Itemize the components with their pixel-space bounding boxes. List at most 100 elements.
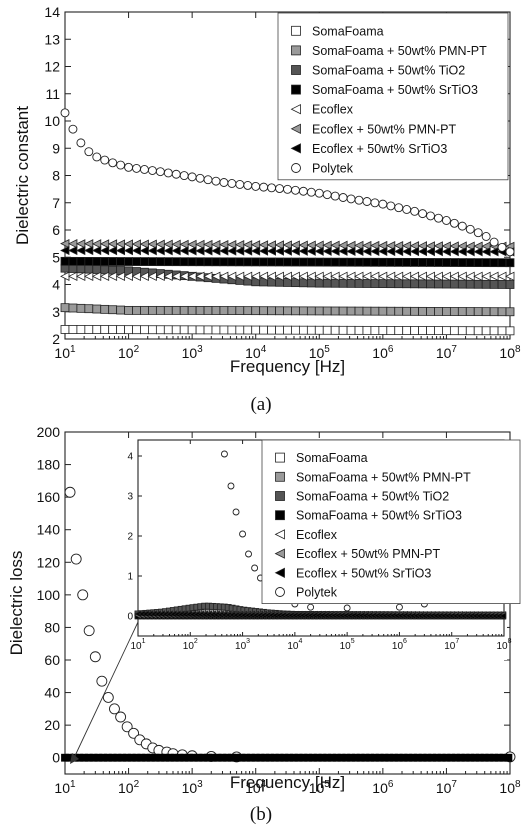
a-series-polytek-point	[362, 197, 372, 206]
a-series-somafoama-50wt-tio2-point	[394, 279, 404, 289]
a-series-somafoama-50wt-pmn-pt-point	[179, 305, 189, 315]
b-y-tick-label: 40	[44, 685, 60, 701]
inset-series-ecoflex-50wt-srtio3-point	[498, 612, 507, 620]
a-series-ecoflex-50wt-srtio3-point	[314, 246, 324, 256]
b-y-tick-label: 160	[37, 489, 61, 505]
a-series-somafoama-50wt-pmn-pt-point	[227, 306, 237, 315]
a-series-somafoama-point	[418, 326, 427, 335]
panel-a-caption: (a)	[250, 394, 271, 415]
b-series-polytek-point	[115, 711, 127, 723]
a-series-somafoama-50wt-srtio3-point	[187, 257, 197, 267]
a-series-somafoama-50wt-tio2-point	[314, 278, 324, 288]
a-series-somafoama-50wt-srtio3-point	[370, 257, 380, 267]
a-series-somafoama-50wt-pmn-pt-point	[155, 305, 165, 315]
a-series-somafoama-50wt-pmn-pt-point	[132, 305, 141, 315]
b-y-tick-label: 60	[44, 652, 60, 668]
a-series-polytek-point	[76, 138, 86, 148]
a-series-polytek-point	[283, 184, 292, 194]
a-series-somafoama-50wt-tio2-point	[497, 280, 507, 289]
a-series-somafoama-point	[219, 325, 229, 335]
inset-legend-label-somafoama-50wt-pmn-pt: SomaFoama + 50wt% PMN-PT	[296, 470, 471, 484]
a-series-somafoama-50wt-srtio3-point	[338, 257, 348, 267]
a-series-ecoflex-50wt-srtio3-point	[362, 246, 372, 257]
a-series-polytek-point	[457, 221, 467, 231]
a-series-somafoama-50wt-tio2-point	[386, 279, 396, 289]
inset-series-polytek-point	[307, 603, 315, 611]
a-series-somafoama-point	[505, 326, 515, 336]
a-y-tick-label: 8	[52, 168, 60, 184]
a-series-somafoama-50wt-srtio3-point	[227, 257, 237, 267]
inset-legend-label-somafoama: SomaFoama	[296, 451, 368, 465]
a-series-somafoama-50wt-tio2-point	[346, 278, 356, 288]
inset-y-tick-label: 0	[127, 612, 133, 623]
inset-legend-label-somafoama-50wt-srtio3: SomaFoama + 50wt% SrTiO3	[296, 509, 462, 523]
a-series-somafoama-point	[386, 326, 396, 335]
inset-legend-marker-ecoflex-50wt-pmn-pt	[274, 548, 285, 559]
b-x-tick-label: 106	[372, 779, 394, 796]
a-series-polytek-point	[386, 201, 396, 211]
a-series-somafoama-50wt-pmn-pt-point	[457, 307, 467, 316]
a-series-polytek-point	[481, 232, 491, 241]
a-series-somafoama-50wt-pmn-pt-point	[330, 306, 340, 316]
a-series-ecoflex-50wt-srtio3-point	[139, 246, 149, 256]
a-series-polytek-point	[227, 179, 237, 188]
a-series-polytek-point	[465, 224, 475, 234]
a-series-polytek-point	[505, 247, 515, 257]
a-series-somafoama-point	[148, 325, 157, 335]
a-series-somafoama-point	[497, 326, 507, 336]
a-legend-marker-somafoama	[291, 25, 301, 36]
a-series-polytek-point	[92, 152, 102, 162]
a-series-somafoama-50wt-pmn-pt-point	[163, 305, 173, 315]
a-series-somafoama-point	[394, 326, 404, 335]
a-series-somafoama-50wt-srtio3-point	[505, 258, 515, 268]
a-series-ecoflex-50wt-srtio3-point	[226, 246, 237, 256]
inset-y-tick-label: 4	[127, 452, 133, 463]
a-series-somafoama-50wt-srtio3-point	[497, 258, 507, 268]
b-y-tick-label: 120	[37, 554, 61, 570]
a-series-somafoama-50wt-srtio3-point	[378, 257, 388, 267]
a-series-somafoama-point	[211, 325, 221, 335]
a-series-somafoama-50wt-pmn-pt-point	[235, 306, 245, 315]
a-series-polytek-point	[449, 218, 459, 228]
a-series-somafoama-50wt-pmn-pt-point	[187, 305, 197, 315]
a-y-tick-label: 6	[52, 222, 60, 238]
a-series-ecoflex-50wt-srtio3-point	[99, 245, 110, 256]
a-series-ecoflex-50wt-srtio3-point	[338, 246, 348, 256]
a-series-polytek-point	[322, 190, 332, 200]
a-y-tick-label: 10	[44, 113, 60, 129]
a-series-ecoflex-point	[481, 271, 491, 281]
inset-legend-label-polytek: Polytek	[296, 586, 338, 600]
inset-x-tick-label: 104	[287, 638, 302, 652]
a-series-somafoama-50wt-tio2-point	[84, 264, 94, 274]
a-series-somafoama-50wt-tio2-point	[354, 279, 364, 288]
a-series-ecoflex-50wt-srtio3-point	[195, 246, 205, 256]
inset-pointer-arrow	[73, 621, 139, 759]
a-series-polytek-point	[330, 191, 340, 201]
inset-legend-label-ecoflex-50wt-pmn-pt: Ecoflex + 50wt% PMN-PT	[296, 547, 441, 561]
a-x-axis-label: Frequency [Hz]	[230, 357, 345, 376]
a-series-somafoama-point	[60, 325, 70, 334]
a-series-somafoama-50wt-srtio3-point	[195, 257, 205, 267]
inset-pointer-arrowhead	[70, 753, 79, 764]
a-series-somafoama-50wt-srtio3-point	[219, 257, 229, 267]
a-series-somafoama-point	[171, 325, 181, 335]
a-series-ecoflex-50wt-srtio3-point	[163, 246, 173, 256]
a-series-somafoama-50wt-tio2-point	[489, 279, 499, 289]
a-series-ecoflex-50wt-srtio3-point	[179, 246, 189, 256]
a-series-somafoama-point	[235, 325, 245, 335]
a-series-ecoflex-point	[401, 271, 412, 281]
a-series-polytek-point	[354, 195, 364, 205]
a-series-somafoama-point	[330, 325, 340, 335]
a-series-ecoflex-point	[489, 271, 499, 281]
a-legend-marker-somafoama-50wt-tio2	[291, 65, 301, 75]
a-series-ecoflex-50wt-srtio3-point	[91, 245, 102, 256]
a-series-somafoama-50wt-srtio3-point	[457, 258, 467, 267]
a-series-somafoama-50wt-srtio3-point	[251, 257, 261, 267]
a-series-somafoama-50wt-pmn-pt-point	[378, 306, 388, 316]
a-series-ecoflex-50wt-srtio3-point	[290, 246, 300, 256]
a-series-somafoama-point	[465, 326, 475, 336]
panel-b-caption: (b)	[250, 804, 272, 825]
inset-legend-box	[261, 439, 521, 605]
a-series-somafoama-point	[402, 326, 412, 335]
a-series-polytek-point	[195, 173, 205, 183]
